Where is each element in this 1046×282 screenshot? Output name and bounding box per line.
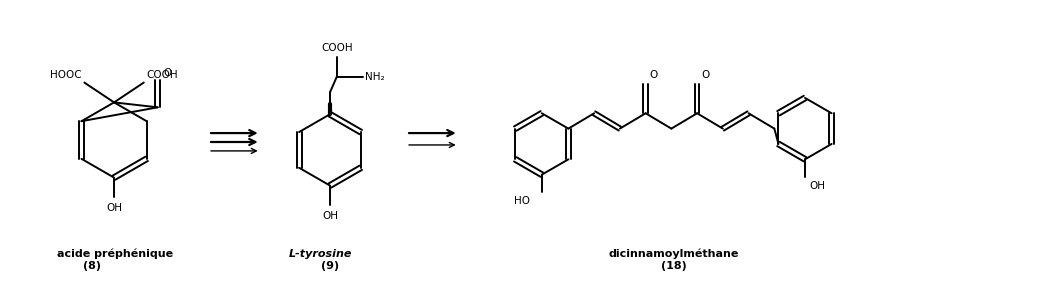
Text: O: O (650, 70, 658, 80)
Text: acide préphénique: acide préphénique (56, 248, 173, 259)
Text: (8): (8) (84, 261, 101, 271)
Text: HOOC: HOOC (50, 70, 82, 80)
Text: NH₂: NH₂ (365, 72, 384, 82)
Text: O: O (701, 70, 709, 80)
Text: O: O (163, 68, 172, 78)
Text: OH: OH (106, 203, 122, 213)
Text: OH: OH (809, 181, 825, 191)
Text: (9): (9) (321, 261, 339, 271)
Text: COOH: COOH (146, 70, 179, 80)
Text: HO: HO (514, 197, 530, 206)
Text: (18): (18) (661, 261, 686, 271)
Text: L-tyrosine: L-tyrosine (289, 249, 351, 259)
Text: dicinnamoylméthane: dicinnamoylméthane (608, 248, 738, 259)
Text: COOH: COOH (321, 43, 353, 53)
Text: OH: OH (322, 211, 338, 221)
